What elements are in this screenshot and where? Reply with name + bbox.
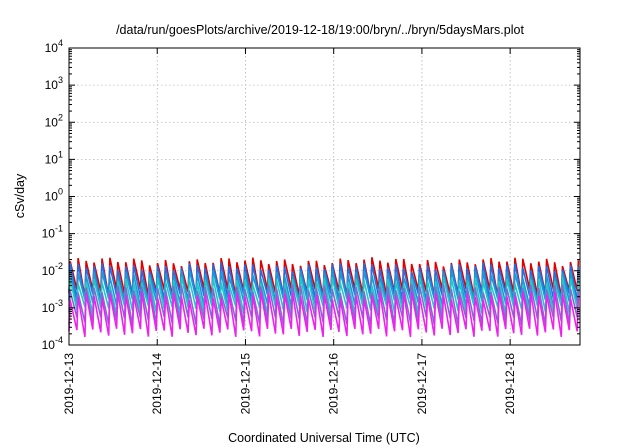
y-tick-label-base: 10: [45, 190, 59, 204]
y-tick-label-base: 10: [45, 115, 59, 129]
x-tick-label: 2019-12-18: [503, 353, 517, 415]
y-tick-label: 103: [45, 75, 63, 92]
y-tick-label-base: 10: [42, 301, 56, 315]
series-layer: [68, 257, 580, 338]
y-tick-label-exponent: -3: [55, 298, 63, 308]
x-tick-label: 2019-12-15: [238, 353, 252, 415]
x-tick-labels: 2019-12-13 2019-12-14 2019-12-15 2019-12-16…: [62, 353, 517, 415]
y-tick-label-exponent: 4: [58, 38, 63, 48]
y-tick-label-base: 10: [42, 338, 56, 352]
chart-title: /data/run/goesPlots/archive/2019-12-18/1…: [116, 23, 524, 37]
x-axis-label: Coordinated Universal Time (UTC): [228, 431, 420, 445]
series-line-6: [68, 291, 580, 338]
y-tick-label-base: 10: [45, 152, 59, 166]
x-tick-label: 2019-12-16: [327, 353, 341, 415]
y-tick-label-base: 10: [45, 78, 59, 92]
y-tick-label: 101: [45, 149, 63, 166]
y-tick-label-exponent: 1: [58, 149, 63, 159]
y-tick-label-exponent: 3: [58, 75, 63, 85]
y-tick-label-exponent: 2: [58, 112, 63, 122]
y-tick-label: 10-3: [42, 298, 63, 315]
y-tick-label-base: 10: [42, 264, 56, 278]
y-tick-label: 10-2: [42, 261, 63, 278]
y-tick-label-base: 10: [45, 41, 59, 55]
y-axis-label: cSv/day: [13, 173, 27, 218]
x-tick-label: 2019-12-13: [62, 353, 76, 415]
y-tick-label: 102: [45, 112, 63, 129]
ticks: [68, 47, 580, 346]
y-tick-label-exponent: -1: [55, 224, 63, 234]
y-tick-label-base: 10: [42, 227, 56, 241]
y-tick-label-exponent: -2: [55, 261, 63, 271]
y-tick-label: 100: [45, 187, 63, 204]
y-tick-label-exponent: -4: [55, 335, 63, 345]
x-tick-label: 2019-12-17: [415, 353, 429, 415]
y-tick-label: 10-4: [42, 335, 63, 352]
y-tick-label: 104: [45, 38, 63, 55]
x-tick-label: 2019-12-14: [150, 353, 164, 415]
y-tick-label: 10-1: [42, 224, 63, 241]
y-tick-label-exponent: 0: [58, 187, 63, 197]
